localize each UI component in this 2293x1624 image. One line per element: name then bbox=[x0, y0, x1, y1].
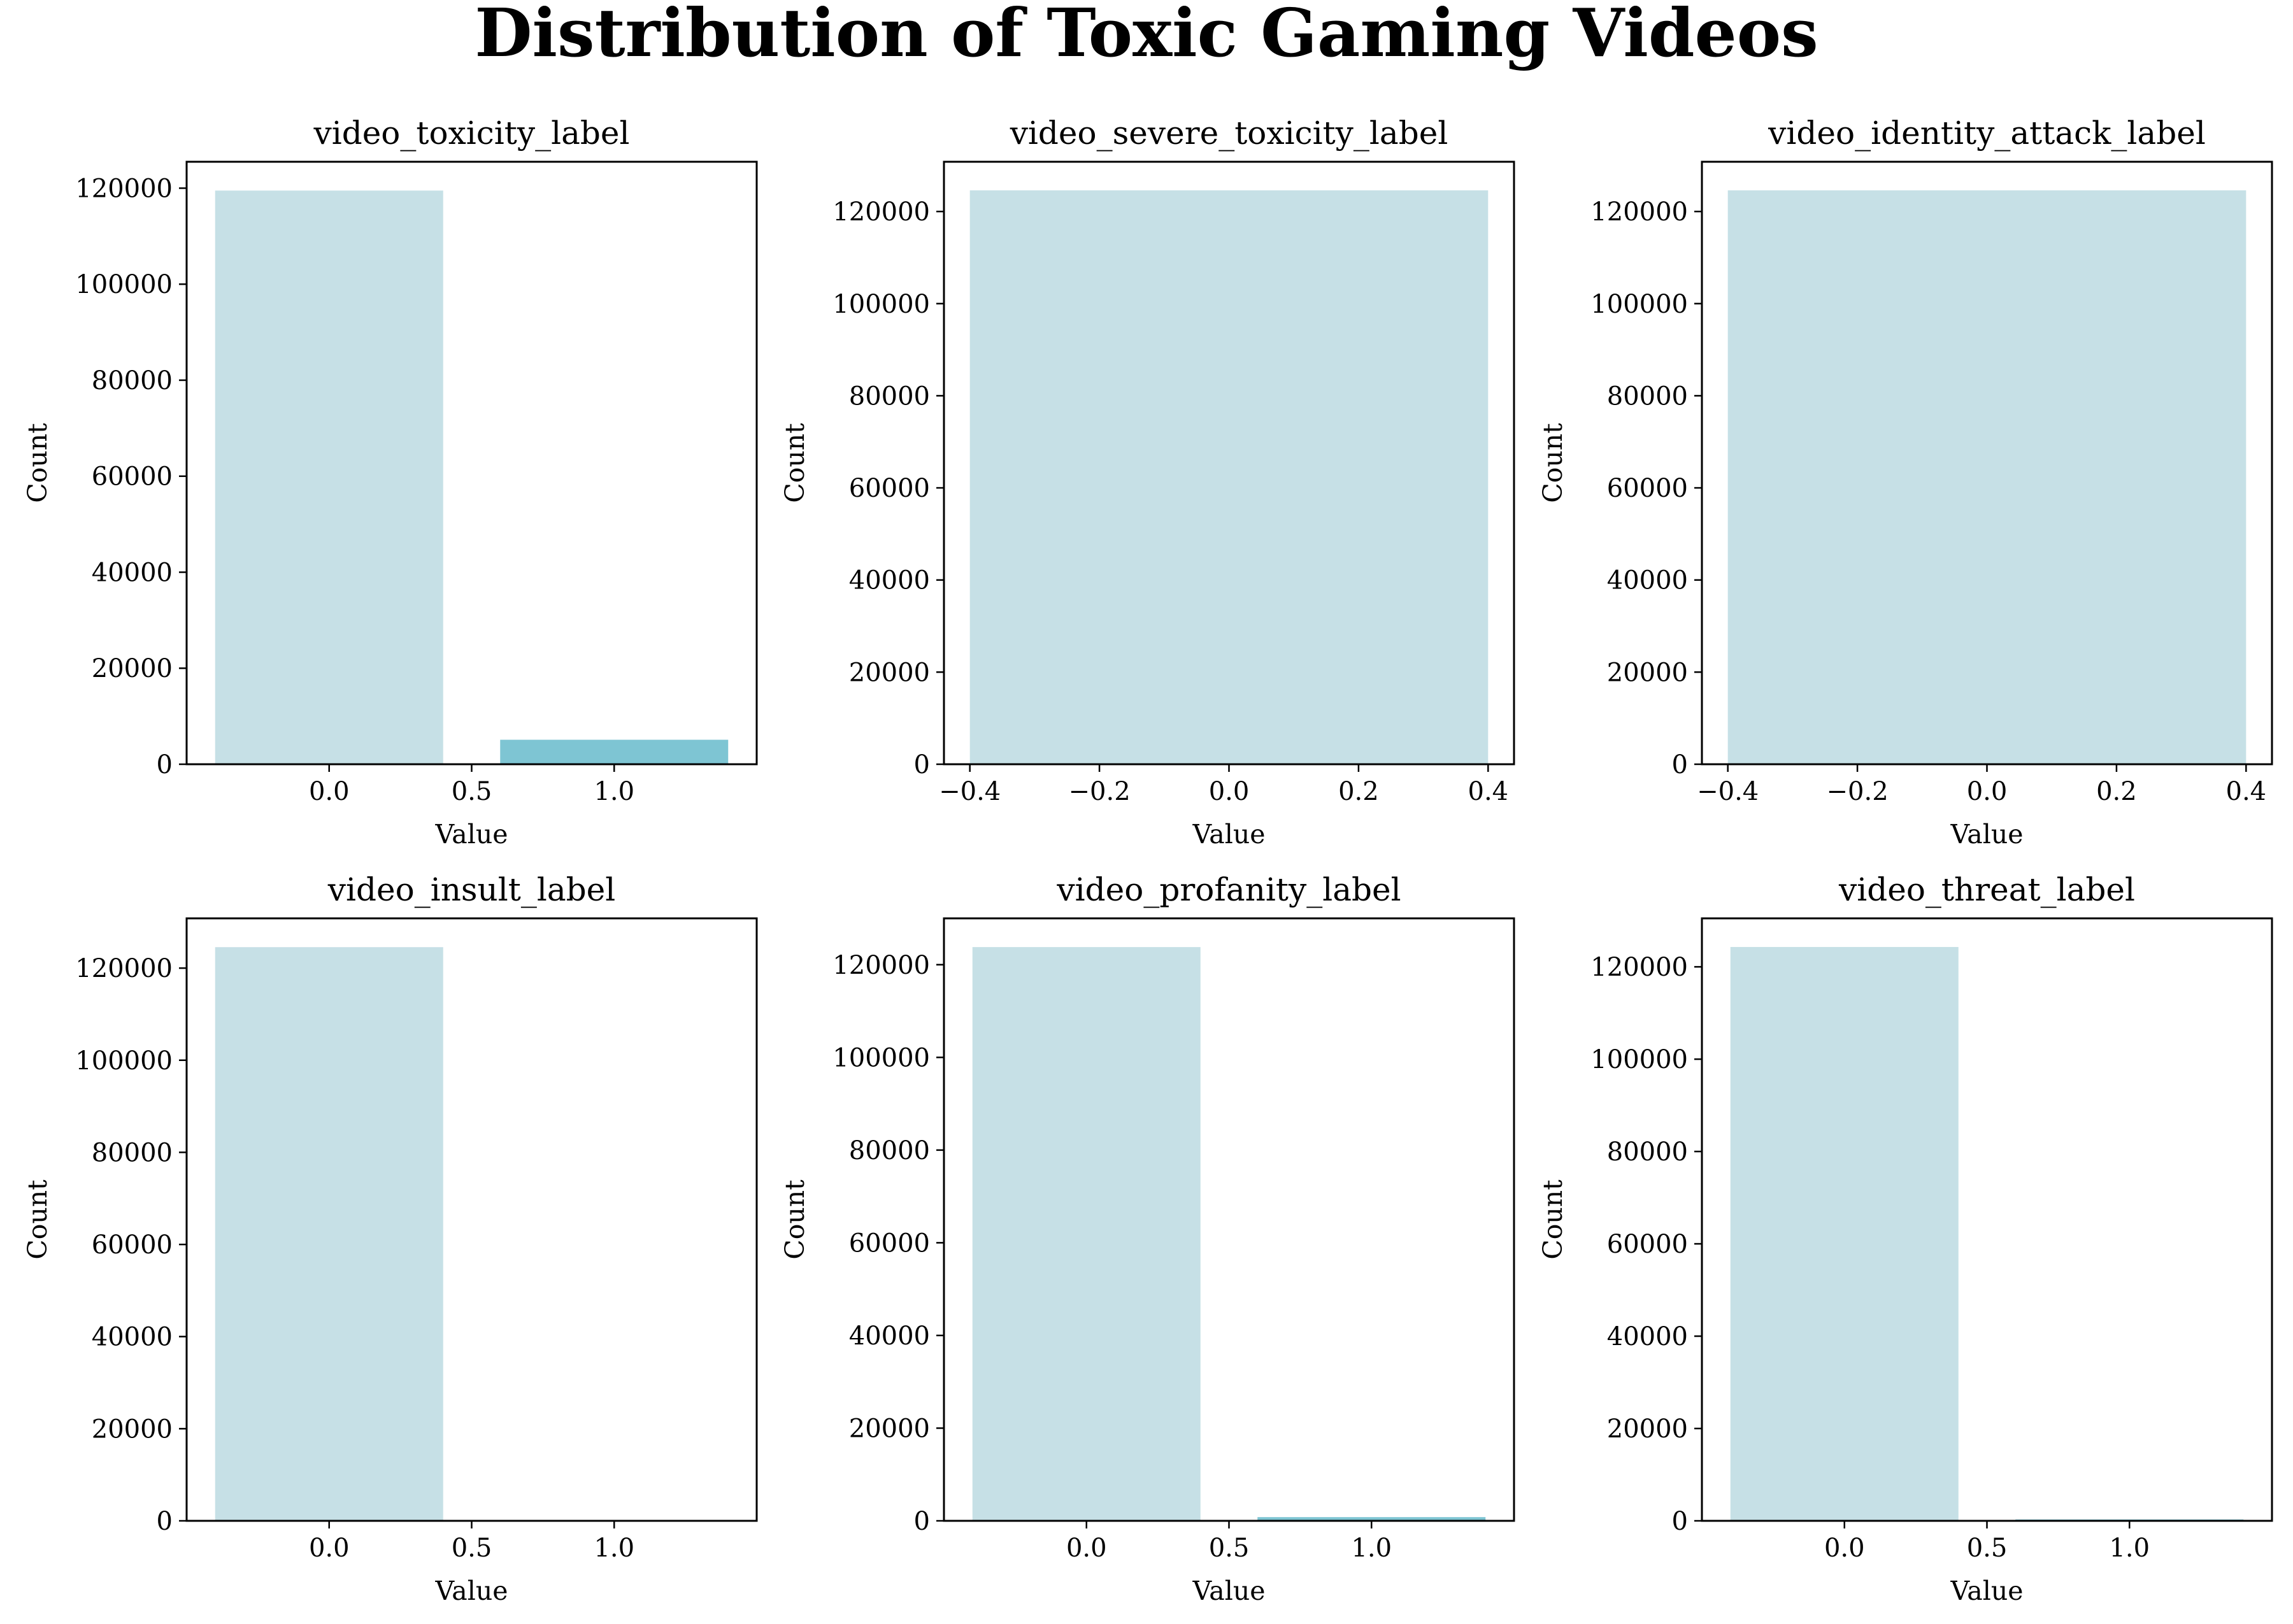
y-axis-label: Count bbox=[22, 423, 53, 503]
y-axis-label: Count bbox=[780, 1179, 810, 1260]
x-axis-label: Value bbox=[1192, 1576, 1265, 1606]
subplot-6: 0.0 0.5 1.0 0 20000 40000 60000 80000 100000 1200… bbox=[1538, 871, 2273, 1606]
bar-1 bbox=[1727, 190, 2247, 765]
y-tick-label: 80000 bbox=[849, 381, 930, 411]
x-tick-label: 1.0 bbox=[2109, 1534, 2150, 1563]
y-tick-label: 120000 bbox=[75, 954, 173, 983]
y-tick-label: 100000 bbox=[1590, 1045, 1688, 1074]
y-tick-label: 40000 bbox=[1607, 1322, 1688, 1351]
y-tick-label: 120000 bbox=[1590, 953, 1688, 982]
y-tick-label: 60000 bbox=[849, 1229, 930, 1258]
x-tick-label: 1.0 bbox=[1351, 1534, 1392, 1563]
y-tick-label: 120000 bbox=[832, 951, 930, 980]
y-tick-label: 100000 bbox=[1590, 290, 1688, 319]
subplot-4: 0.0 0.5 1.0 0 20000 40000 60000 80000 100000 1200… bbox=[22, 871, 758, 1606]
y-tick-label: 40000 bbox=[849, 1321, 930, 1351]
y-tick-label: 60000 bbox=[92, 1230, 173, 1260]
x-tick-label: 0.5 bbox=[1967, 1534, 2008, 1563]
y-tick-label: 80000 bbox=[1607, 381, 1688, 411]
bar-1 bbox=[972, 947, 1201, 1521]
subplot-title: video_insult_label bbox=[327, 871, 615, 908]
y-tick-label: 80000 bbox=[92, 366, 173, 395]
x-tick-label: 0.5 bbox=[452, 1534, 492, 1563]
x-tick-label: −0.4 bbox=[1697, 777, 1759, 806]
y-tick-label: 100000 bbox=[832, 1043, 930, 1072]
y-tick-label: 60000 bbox=[92, 462, 173, 492]
x-tick-label: −0.4 bbox=[939, 777, 1001, 806]
y-tick-label: 0 bbox=[1672, 750, 1688, 780]
y-axis-label: Count bbox=[780, 423, 810, 503]
figure-title: Distribution of Toxic Gaming Videos bbox=[475, 0, 1818, 72]
subplot-title: video_identity_attack_label bbox=[1768, 115, 2206, 152]
y-tick-label: 40000 bbox=[1607, 566, 1688, 595]
bar-1 bbox=[215, 947, 443, 1521]
x-tick-label: 0.2 bbox=[2096, 777, 2137, 806]
x-tick-label: 1.0 bbox=[594, 777, 634, 806]
y-tick-label: 0 bbox=[157, 1507, 173, 1536]
x-tick-label: 0.0 bbox=[1824, 1534, 1865, 1563]
x-tick-label: −0.2 bbox=[1069, 777, 1131, 806]
y-tick-label: 60000 bbox=[1607, 1230, 1688, 1259]
x-tick-label: 0.4 bbox=[2226, 777, 2267, 806]
y-tick-label: 0 bbox=[914, 1507, 930, 1536]
y-tick-label: 80000 bbox=[1607, 1137, 1688, 1167]
y-tick-label: 20000 bbox=[92, 1414, 173, 1444]
y-tick-label: 20000 bbox=[1607, 1414, 1688, 1444]
x-tick-label: 0.0 bbox=[1066, 1534, 1107, 1563]
y-tick-label: 120000 bbox=[75, 174, 173, 203]
y-axis-label: Count bbox=[1538, 1179, 1568, 1260]
x-axis-label: Value bbox=[434, 1576, 508, 1606]
y-tick-label: 40000 bbox=[92, 558, 173, 587]
x-tick-label: 0.5 bbox=[452, 777, 492, 806]
y-axis-label: Count bbox=[22, 1179, 53, 1260]
y-tick-label: 100000 bbox=[75, 1046, 173, 1076]
y-tick-label: 20000 bbox=[849, 658, 930, 687]
x-tick-label: 0.0 bbox=[309, 777, 350, 806]
y-tick-label: 0 bbox=[1672, 1507, 1688, 1536]
bar-2 bbox=[500, 739, 729, 764]
x-axis-label: Value bbox=[1950, 1576, 2023, 1606]
x-tick-label: 0.2 bbox=[1338, 777, 1379, 806]
subplot-5: 0.0 0.5 1.0 0 20000 40000 60000 80000 100000 1200… bbox=[780, 871, 1515, 1606]
y-tick-label: 0 bbox=[157, 750, 173, 780]
y-tick-label: 60000 bbox=[1607, 474, 1688, 503]
y-tick-label: 80000 bbox=[92, 1138, 173, 1167]
x-tick-label: 1.0 bbox=[594, 1534, 634, 1563]
x-tick-label: 0.5 bbox=[1209, 1534, 1250, 1563]
y-tick-label: 40000 bbox=[92, 1323, 173, 1352]
bar-2 bbox=[1257, 1517, 1486, 1521]
y-tick-label: 60000 bbox=[849, 474, 930, 503]
subplot-title: video_severe_toxicity_label bbox=[1010, 115, 1448, 152]
subplot-title: video_threat_label bbox=[1838, 871, 2135, 908]
y-tick-label: 20000 bbox=[92, 654, 173, 683]
x-axis-label: Value bbox=[1950, 819, 2023, 850]
bar-1 bbox=[969, 190, 1489, 765]
y-tick-label: 100000 bbox=[75, 270, 173, 299]
x-tick-label: 0.0 bbox=[309, 1534, 350, 1563]
y-tick-label: 120000 bbox=[832, 197, 930, 227]
x-tick-label: 0.4 bbox=[1468, 777, 1509, 806]
x-axis-label: Value bbox=[434, 819, 508, 850]
bar-1 bbox=[215, 190, 443, 765]
x-tick-label: 0.0 bbox=[1209, 777, 1250, 806]
x-tick-label: −0.2 bbox=[1827, 777, 1889, 806]
subplot-title: video_toxicity_label bbox=[313, 115, 629, 152]
y-tick-label: 100000 bbox=[832, 290, 930, 319]
y-tick-label: 20000 bbox=[849, 1414, 930, 1443]
subplot-title: video_profanity_label bbox=[1056, 871, 1401, 908]
y-tick-label: 40000 bbox=[849, 566, 930, 595]
y-tick-label: 20000 bbox=[1607, 658, 1688, 687]
y-tick-label: 120000 bbox=[1590, 197, 1688, 227]
x-axis-label: Value bbox=[1192, 819, 1265, 850]
subplot-1: 0.0 0.5 1.0 0 20000 40000 60000 80000 100000 1200… bbox=[22, 115, 758, 850]
y-tick-label: 80000 bbox=[849, 1136, 930, 1165]
y-axis-label: Count bbox=[1538, 423, 1568, 503]
x-tick-label: 0.0 bbox=[1967, 777, 2008, 806]
y-tick-label: 0 bbox=[914, 750, 930, 780]
bar-1 bbox=[1730, 946, 1959, 1521]
subplot-2: −0.4 −0.2 0.0 0.2 0.4 0 20000 40000 60000 80000 10… bbox=[780, 115, 1515, 850]
subplot-3: −0.4 −0.2 0.0 0.2 0.4 0 20000 40000 60000 80000 10… bbox=[1538, 115, 2273, 850]
